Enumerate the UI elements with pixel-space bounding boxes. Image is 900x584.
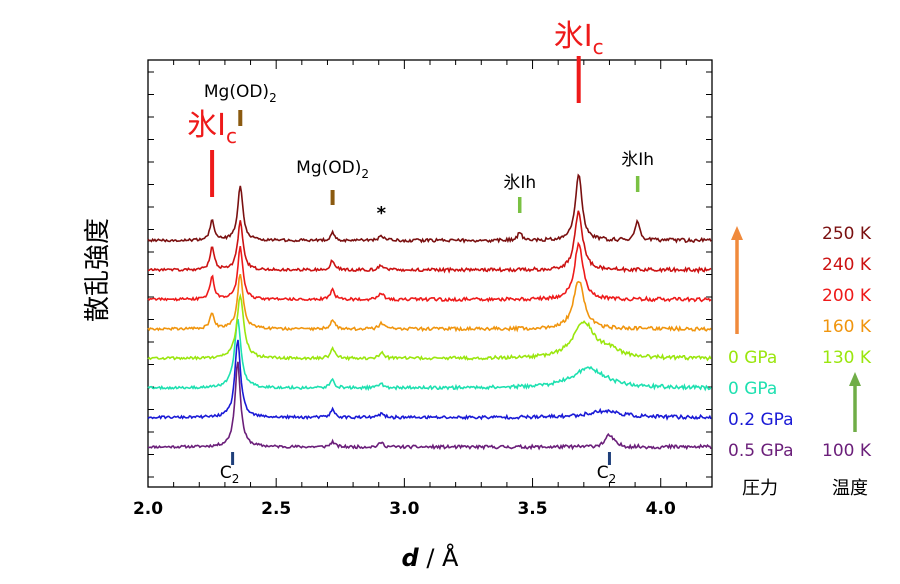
c2-marker	[607, 452, 611, 465]
peak-label: Mg(OD)2	[204, 82, 277, 105]
peak-marker	[238, 110, 243, 126]
c2-label: C2	[597, 463, 617, 486]
peak-marker	[210, 150, 215, 197]
x-tick-label: 2.0	[133, 499, 163, 519]
legend-pressure-label: 0.2 GPa	[728, 410, 794, 430]
x-tick-labels: 2.0 2.5 3.0 3.5 4.0	[133, 499, 676, 519]
legend-pressure-label: 0 GPa	[728, 348, 777, 368]
x-axis-label: d / Å	[402, 543, 460, 572]
series-line-6	[147, 210, 712, 275]
series-line-3	[147, 292, 712, 362]
legend-temperature-label: 250 K	[822, 224, 872, 244]
peak-annotations: 氷Ic 氷Ic Mg(OD)2 Mg(OD)2 氷Ih 氷Ih * C2 C2	[187, 19, 654, 486]
y-axis-label: 散乱強度	[83, 218, 113, 322]
plot-area: 氷Ic 氷Ic Mg(OD)2 Mg(OD)2 氷Ih 氷Ih * C2 C2	[147, 19, 713, 488]
legend-pressure-label: 0 GPa	[728, 379, 777, 399]
series-line-2	[147, 318, 712, 392]
legend: 0.5 GPa 100 K 0.2 GPa 0 GPa 0 GPa 130 K 160 K 2…	[728, 224, 872, 499]
x-tick-label: 4.0	[646, 499, 676, 519]
axis-ticks	[147, 60, 713, 487]
peak-label: 氷Ih	[503, 173, 536, 193]
peak-label: 氷Ih	[621, 150, 654, 170]
legend-temperature-label: 200 K	[822, 286, 872, 306]
series-line-0	[147, 361, 712, 451]
pressure-arrowhead	[731, 226, 743, 240]
peak-label: 氷Ic	[187, 108, 237, 148]
peak-marker	[517, 197, 522, 213]
x-tick-label: 3.5	[517, 499, 547, 519]
series-line-4	[147, 273, 712, 333]
series-line-7	[147, 173, 712, 244]
legend-temperature-label: 130 K	[822, 348, 872, 368]
peak-marker	[576, 56, 581, 103]
legend-temperature-title: 温度	[832, 478, 868, 499]
legend-pressure-label: 0.5 GPa	[728, 441, 794, 461]
legend-temperature-label: 160 K	[822, 317, 872, 337]
x-tick-label: 2.5	[261, 499, 291, 519]
c2-marker	[231, 452, 235, 465]
series-line-1	[147, 339, 712, 421]
x-tick-label: 3.0	[389, 499, 419, 519]
peak-marker	[330, 190, 335, 205]
legend-temperature-label: 100 K	[822, 441, 872, 461]
series-line-5	[147, 241, 712, 303]
peak-marker	[635, 176, 640, 192]
peak-label: 氷Ic	[554, 19, 604, 59]
series-lines	[147, 173, 712, 451]
peak-label: Mg(OD)2	[296, 158, 369, 181]
legend-temperature-label: 240 K	[822, 255, 872, 275]
impurity-star: *	[377, 203, 387, 224]
c2-label: C2	[220, 463, 240, 486]
legend-pressure-title: 圧力	[742, 478, 778, 499]
temperature-arrowhead	[849, 372, 861, 386]
